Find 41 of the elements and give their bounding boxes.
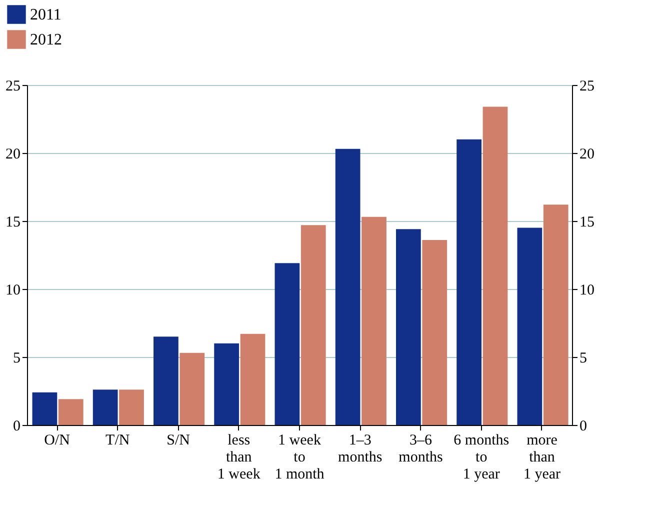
y2-tick-label: 10 [580, 282, 594, 298]
bar [335, 148, 360, 425]
x-tick-label: T/N [106, 432, 130, 448]
x-tick-label: 3–6 months [398, 432, 443, 466]
y2-tick-label: 0 [580, 418, 587, 434]
legend-label: 2012 [30, 32, 62, 48]
x-tick-label: S/N [166, 432, 190, 448]
bar [119, 390, 144, 425]
bar [396, 229, 421, 425]
bar [154, 336, 178, 425]
bar [362, 216, 386, 425]
bar [300, 225, 326, 425]
bar [58, 399, 84, 425]
y2-tick-label: 5 [580, 350, 587, 366]
bar [543, 204, 568, 425]
x-tick-label: more than 1 year [523, 432, 561, 482]
x-tick-label: 6 months to 1 year [454, 432, 510, 482]
x-tick-label: 1–3 months [338, 432, 382, 466]
bar [456, 139, 482, 425]
y2-tick-label: 15 [580, 214, 594, 230]
bar [214, 343, 240, 425]
y-tick-label: 25 [6, 78, 20, 94]
y-tick-label: 20 [6, 146, 20, 162]
bar [92, 390, 118, 425]
bar [517, 228, 542, 425]
y-tick-label: 0 [13, 418, 20, 434]
y2-tick-label: 25 [580, 78, 594, 94]
y-tick-label: 15 [6, 214, 20, 230]
y2-tick-label: 20 [580, 146, 594, 162]
bar [274, 263, 300, 425]
bar [32, 392, 58, 425]
y-tick-label: 10 [6, 282, 20, 298]
bar [422, 240, 448, 425]
x-tick-label: 1 week to 1 month [274, 432, 325, 482]
x-tick-label: less than 1 week [217, 432, 261, 482]
x-tick-label: O/N [44, 432, 70, 448]
bar [482, 106, 508, 425]
legend-label: 2011 [30, 6, 62, 24]
bar [240, 334, 266, 425]
y-tick-label: 5 [13, 350, 20, 366]
bar [180, 352, 205, 425]
